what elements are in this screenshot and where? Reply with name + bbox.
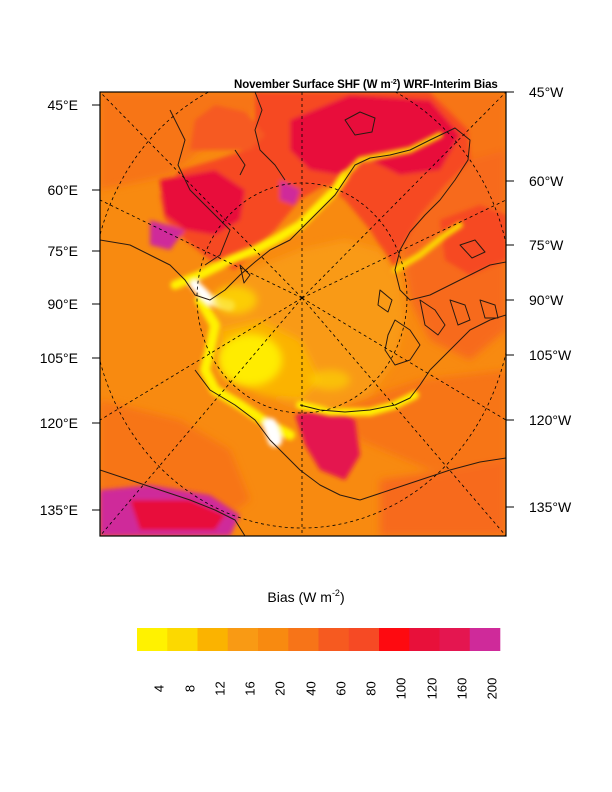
colorbar-box [167,628,198,651]
lon-label-right: 120°W [529,412,572,428]
lon-label-left: 45°E [47,97,78,113]
lon-label-right: 90°W [529,292,564,308]
colorbar-title: Bias (W m-2) [267,588,345,606]
colorbar-tick-label: 20 [272,681,288,696]
lon-label-right: 60°W [529,173,564,189]
colorbar-tick-label: 160 [454,677,470,700]
colorbar-tick-label: 12 [212,681,228,696]
colorbar-box [318,628,350,651]
colorbar-tick-label: 80 [363,681,379,696]
colorbar-box [258,628,289,651]
lon-label-right: 75°W [529,237,564,253]
lon-label-left: 60°E [47,182,78,198]
lon-label-right: 135°W [529,499,572,515]
lon-label-left: 90°E [47,296,78,312]
axis-ticks [92,91,514,511]
colorbar-box [197,628,229,651]
colorbar-box [439,628,471,651]
map-title: November Surface SHF (W m-2) WRF-Interim… [234,79,498,91]
lon-label-right: 105°W [529,347,572,363]
lon-label-right: 45°W [529,84,564,100]
lon-label-left: 75°E [47,243,78,259]
colorbar-box [348,628,380,651]
colorbar-box [469,628,501,651]
lon-label-left: 120°E [39,415,78,431]
colorbar-tick-label: 100 [393,677,409,700]
colorbar [137,628,501,651]
colorbar-tick-label: 4 [151,684,167,693]
colorbar-tick-label: 60 [333,681,349,696]
colorbar-tick-label: 8 [182,684,197,693]
colorbar-box [409,628,440,651]
colorbar-box [227,628,259,651]
colorbar-box [379,628,410,651]
colorbar-tick-label: 120 [424,677,439,700]
lon-label-left: 135°E [39,502,78,518]
colorbar-tick-label: 200 [484,677,500,700]
graticule [100,92,506,536]
colorbar-tick-label: 40 [303,681,318,696]
colorbar-tick-label: 16 [242,681,258,696]
colorbar-box [288,628,319,651]
colorbar-box [137,628,168,651]
lon-label-left: 105°E [39,350,78,366]
map-frame [99,91,507,537]
sensible-heat-flux-field [100,92,506,536]
